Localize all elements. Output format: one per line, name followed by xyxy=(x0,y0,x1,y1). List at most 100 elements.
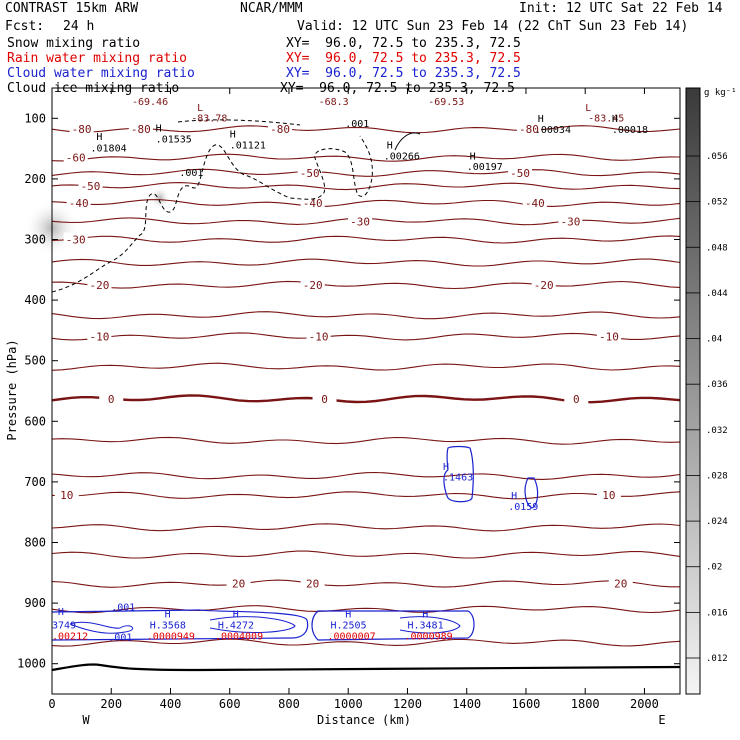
isotherm-label: -20 xyxy=(89,279,109,292)
isotherm-line xyxy=(51,311,681,320)
x-tick-label: 1400 xyxy=(452,697,481,711)
isotherm-label-bg xyxy=(66,196,91,210)
isotherm-line xyxy=(51,332,681,341)
extremum-label: .0004009 xyxy=(215,631,263,642)
isotherm-label-bg xyxy=(99,391,124,405)
isotherm-label: -80 xyxy=(131,123,151,136)
isotherm-label: -50 xyxy=(510,167,530,180)
isotherm-label-bg xyxy=(78,179,103,193)
colorbar-unit: g kg⁻¹ xyxy=(704,88,737,98)
x-axis-title: Distance (km) xyxy=(317,713,411,727)
colorbar-tick-label: .028 xyxy=(706,471,728,481)
colorbar-tick-label: .04 xyxy=(706,335,722,345)
x-tick-label: 1200 xyxy=(393,697,422,711)
extremum-label: .001 xyxy=(111,602,135,613)
colorbar-tick-label: .036 xyxy=(706,380,728,390)
extremum-label: H xyxy=(58,607,64,618)
isotherm-label: -80 xyxy=(519,123,539,136)
isotherm-label-bg xyxy=(63,232,88,246)
extremum-label: .001 xyxy=(179,168,203,179)
isotherm-label-bg xyxy=(306,329,331,343)
cloud-water-inner-2 xyxy=(209,616,296,633)
header: CONTRAST 15km ARW NCAR/MMM Init: 12 UTC … xyxy=(0,0,740,96)
extremum-label: H xyxy=(538,114,544,125)
x-tick-label: 1000 xyxy=(334,697,363,711)
cloud-water-inner-3 xyxy=(399,616,461,634)
isotherm-label: -50 xyxy=(81,180,101,193)
extremum-label: H xyxy=(345,610,351,621)
isotherm-line xyxy=(51,605,681,614)
field-rain-name: Rain water mixing ratio xyxy=(7,51,188,66)
extremum-label: -83.78 xyxy=(191,113,227,124)
isotherm-label: -80 xyxy=(72,123,92,136)
x-tick-label: 400 xyxy=(160,697,182,711)
extremum-label: H xyxy=(422,610,428,621)
extremum-label: .00212 xyxy=(52,631,88,642)
isotherm-label: 20 xyxy=(306,578,319,591)
isotherm-label-bg xyxy=(87,277,112,291)
field-cloudwater-xy: XY= 96.0, 72.5 to 235.3, 72.5 xyxy=(286,66,521,81)
isotherm-label-bg xyxy=(516,122,541,136)
isotherm-label: -30 xyxy=(66,234,86,247)
isotherm-label: -40 xyxy=(303,197,323,210)
isotherm-label: -50 xyxy=(300,167,320,180)
isotherm-line xyxy=(51,125,681,134)
extremum-label: .001 xyxy=(108,633,132,644)
forecast-hours: 24 h xyxy=(63,19,95,34)
forecast-label: Fcst: xyxy=(5,19,45,34)
colorbar-tick-label: .044 xyxy=(706,289,728,299)
colorbar-tick-label: .016 xyxy=(706,608,728,618)
isotherm-label-bg xyxy=(54,488,79,502)
isotherm-label-bg xyxy=(564,391,589,405)
isotherm-label: -10 xyxy=(89,330,109,343)
extremum-label: .0000007 xyxy=(327,631,375,642)
extremum-label: H.3568 xyxy=(150,621,186,632)
isotherm-label: -60 xyxy=(66,152,86,165)
isotherm-label: 10 xyxy=(602,489,615,502)
surface-line xyxy=(51,663,681,672)
isotherm-label: -30 xyxy=(350,215,370,228)
isotherm-line xyxy=(51,436,681,445)
y-tick-label: 1000 xyxy=(17,657,46,671)
x-tick-label: 0 xyxy=(48,697,55,711)
moisture-contours xyxy=(51,119,539,641)
extremum-label: H xyxy=(165,610,171,621)
field-snow-name: Snow mixing ratio xyxy=(7,36,141,51)
y-tick-label: 200 xyxy=(24,172,46,186)
isotherm-line xyxy=(51,199,681,207)
y-tick-label: 800 xyxy=(24,536,46,550)
isotherm-line xyxy=(51,471,681,480)
isotherm-label: 0 xyxy=(573,393,580,406)
isotherm-label-bg xyxy=(348,214,373,228)
cloud-ice-contour-001-west xyxy=(51,135,373,293)
colorbar-tick-label: .012 xyxy=(706,654,728,664)
isotherm-label: 20 xyxy=(232,578,245,591)
extremum-label: H.2505 xyxy=(330,621,366,632)
extremum-label: H xyxy=(612,114,618,125)
extremum-label: H xyxy=(511,491,517,502)
y-axis-title: Pressure (hPa) xyxy=(5,339,19,440)
snow-contour-arc xyxy=(394,132,421,151)
extremum-label: .01535 xyxy=(156,135,192,146)
valid-time: Valid: 12 UTC Sun 23 Feb 14 (22 ChT Sun … xyxy=(297,19,689,34)
extremum-label: .0000949 xyxy=(147,631,195,642)
cloud-ice-contour-upper xyxy=(177,119,301,126)
isotherm-label: -30 xyxy=(560,215,580,228)
isotherm-label-bg xyxy=(300,576,325,590)
x-tick-label: 800 xyxy=(278,697,300,711)
isotherm-label: -20 xyxy=(534,279,554,292)
x-end-right: E xyxy=(658,713,665,727)
extremum-label: -69.46 xyxy=(132,97,168,108)
isotherm-line xyxy=(51,168,681,177)
isotherm-line xyxy=(51,523,681,532)
extremum-label: H xyxy=(443,462,449,473)
isotherm-label-bg xyxy=(508,165,533,179)
x-tick-label: 1800 xyxy=(571,697,600,711)
extremum-label: H xyxy=(233,610,239,621)
extremum-label: -83.45 xyxy=(588,113,624,124)
extremum-label: H xyxy=(96,132,102,143)
cloud-water-band-west xyxy=(51,609,309,641)
y-tick-label: 100 xyxy=(24,111,46,125)
temperature-contours: -80 -80 -80 -80 -60 -50 -50 -50 -40 -40 -40 -30 -30 -… xyxy=(51,122,681,647)
